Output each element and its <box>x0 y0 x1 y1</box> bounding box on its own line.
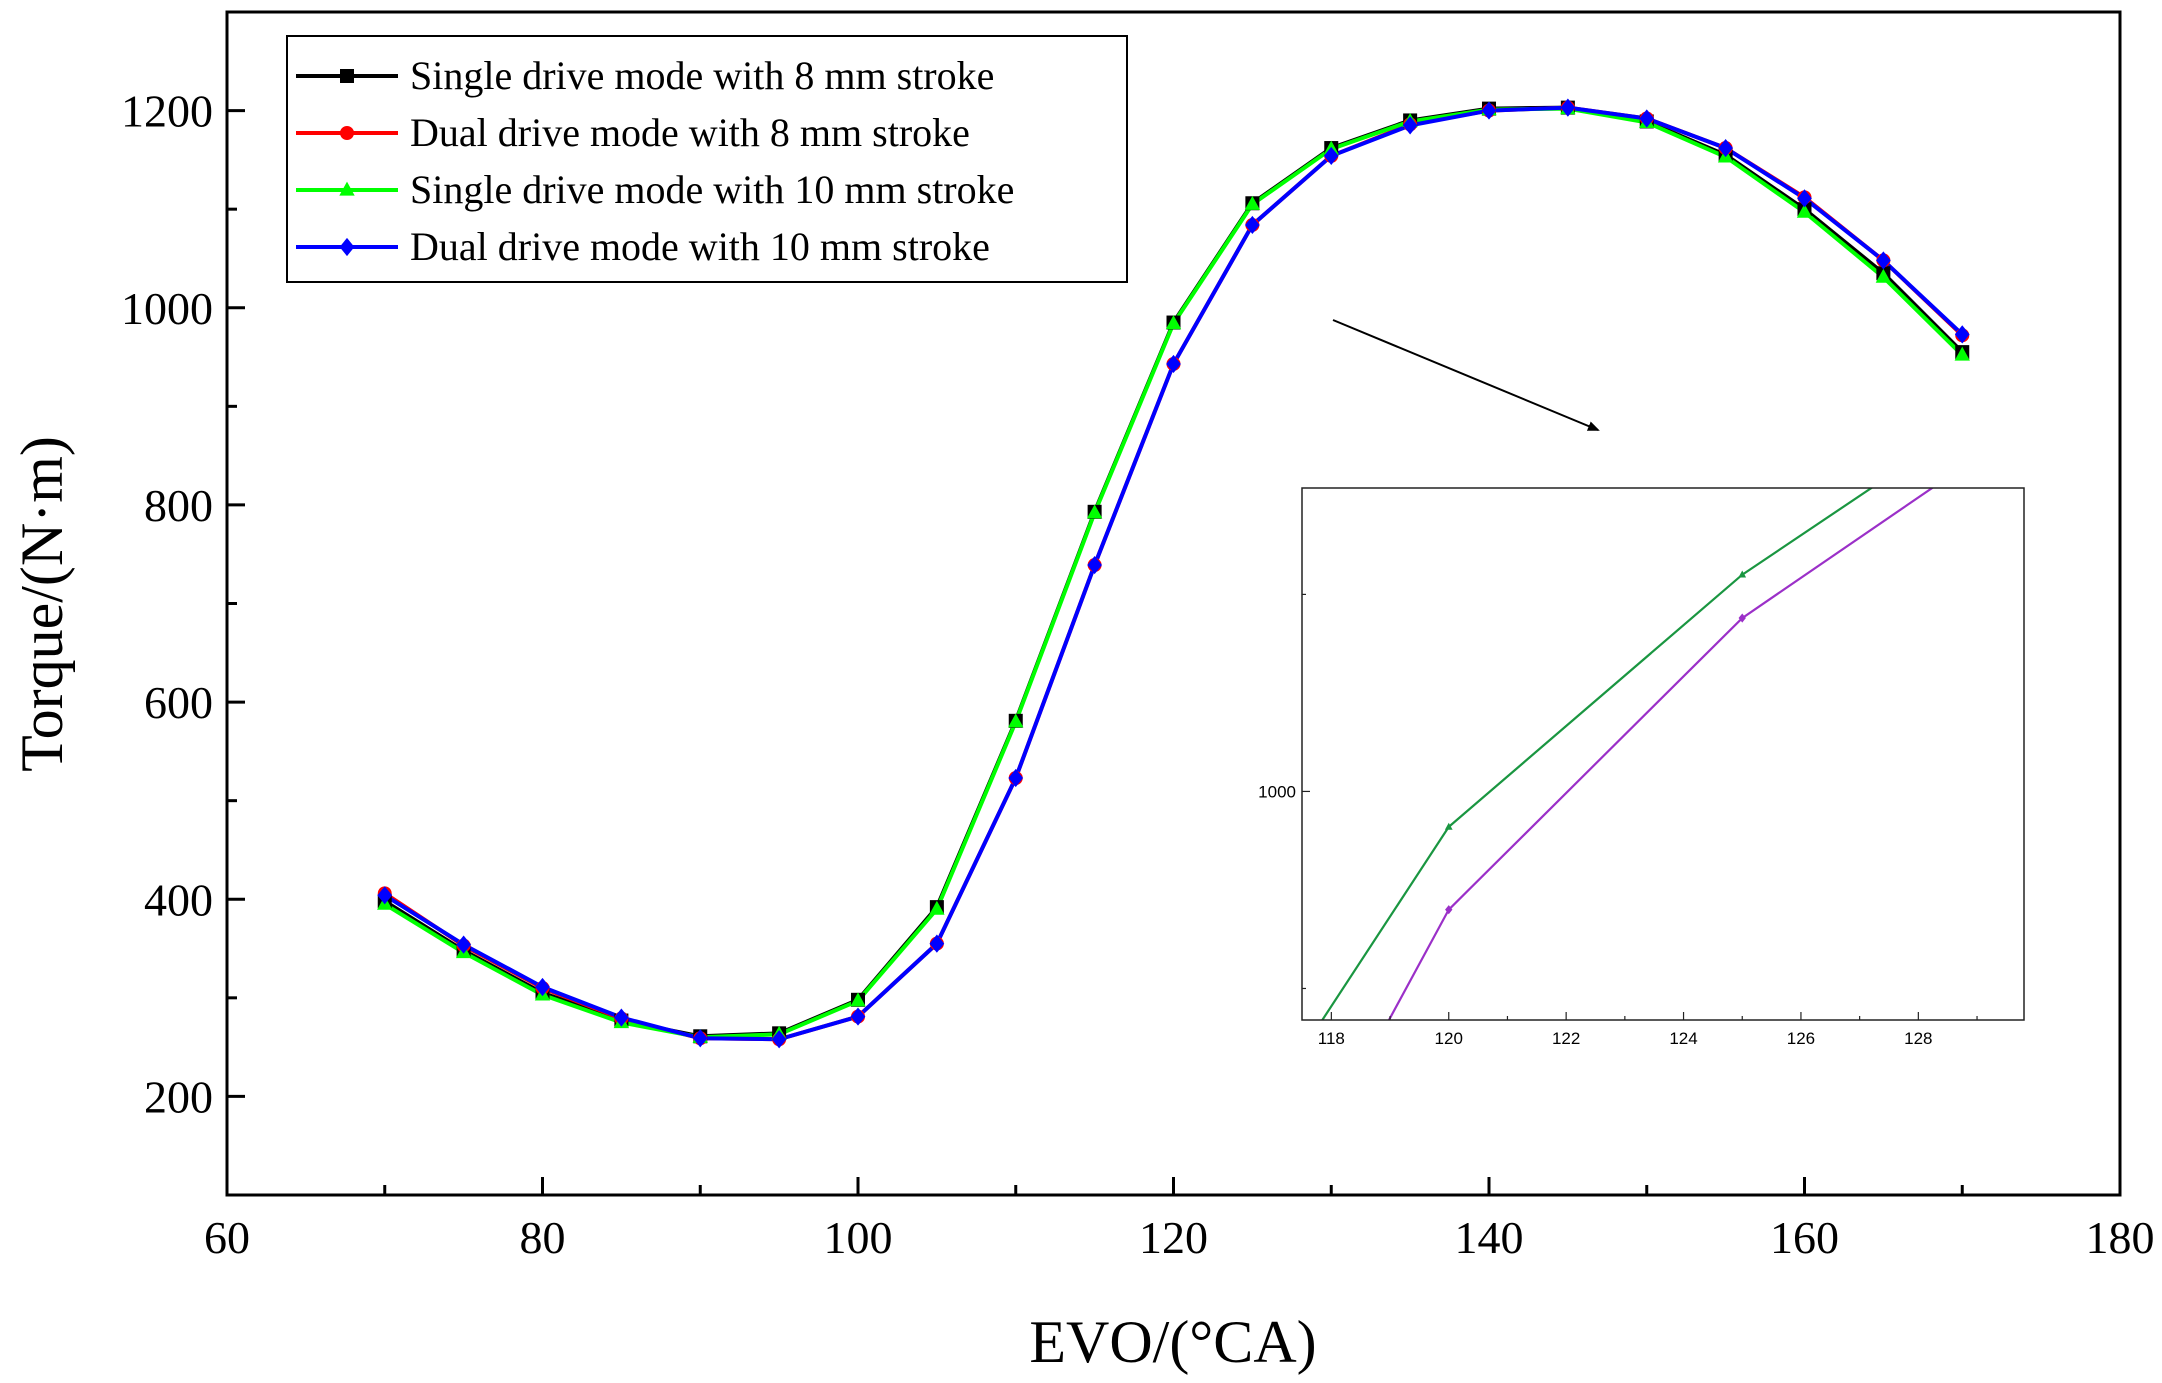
series-3-point <box>850 992 866 1007</box>
legend-swatch-marker <box>339 181 355 196</box>
inset-x-tick-label: 124 <box>1669 1029 1697 1048</box>
series-4-point <box>850 1007 866 1026</box>
legend-swatch-marker <box>339 237 355 257</box>
series-3-point <box>1165 315 1182 330</box>
y-tick-label: 600 <box>144 677 213 728</box>
x-tick-label: 80 <box>520 1212 566 1263</box>
inset-series-1-point <box>1210 1181 1218 1188</box>
legend-label: Single drive mode with 10 mm stroke <box>410 167 1014 212</box>
inset-axis-ticks <box>1302 593 1978 1020</box>
series-4-point <box>535 977 550 997</box>
series-4-point <box>1166 354 1181 374</box>
x-tick-label: 140 <box>1455 1212 1524 1263</box>
series-4-point <box>1402 116 1418 135</box>
x-tick-label: 180 <box>2086 1212 2155 1263</box>
main-tick-labels: 60 80 100 120 140 160 180 200 400 600 800 1000 1200 <box>121 86 2155 1263</box>
legend-box <box>286 35 1128 283</box>
series-3-point <box>1875 268 1892 283</box>
x-tick-label: 60 <box>204 1212 250 1263</box>
inset-x-tick-label: 122 <box>1552 1029 1580 1048</box>
inset-frame <box>1301 487 2025 1021</box>
series-3-point <box>1244 195 1261 210</box>
x-tick-label: 100 <box>824 1212 893 1263</box>
series-4-point <box>1245 215 1260 235</box>
y-tick-label: 1000 <box>121 283 213 334</box>
y-tick-label: 800 <box>144 480 213 531</box>
series-4-point <box>1008 768 1024 788</box>
series-4-point <box>692 1029 708 1048</box>
inset-x-tick-label: 118 <box>1318 1029 1345 1048</box>
series-4-point <box>1718 138 1733 158</box>
inset-series-1-point <box>1444 822 1453 830</box>
legend-swatch-marker <box>340 126 354 140</box>
inset-pointer-arrow <box>1332 319 1600 431</box>
series-3-point <box>929 900 945 915</box>
series-4-point <box>614 1008 629 1027</box>
inset-x-tick-label: 126 <box>1787 1029 1815 1048</box>
legend-items: Single drive mode with 8 mm stroke Dual d… <box>296 53 1014 269</box>
series-4-point <box>377 886 393 905</box>
legend-label: Dual drive mode with 10 mm stroke <box>410 224 990 269</box>
legend: Single drive mode with 8 mm stroke Dual d… <box>286 35 1128 283</box>
inset-x-tick-label: 128 <box>1904 1029 1932 1048</box>
inset-tick-labels: 118 120 122 124 126 128 1000 <box>1258 782 1932 1048</box>
inset-background <box>1302 488 2024 1020</box>
inset-y-tick-label: 1000 <box>1258 782 1296 801</box>
series-4-point <box>1560 98 1576 117</box>
inset-series-line-2 <box>1387 488 1935 1020</box>
series-4-point <box>1797 189 1812 208</box>
series-4-point <box>929 934 945 953</box>
inset-x-tick-label: 120 <box>1435 1029 1463 1048</box>
x-tick-label: 160 <box>1770 1212 1839 1263</box>
series-4-point <box>771 1030 787 1049</box>
series-3-point <box>1008 713 1024 728</box>
inset-series-2-point <box>1445 905 1453 915</box>
series-4-point <box>1323 146 1339 166</box>
main-axis-ticks <box>225 10 2122 1197</box>
y-tick-label: 400 <box>144 874 213 925</box>
y-axis-title: Torque/(N·m) <box>9 436 75 772</box>
inset-series-1-point <box>1738 570 1747 578</box>
series-4-point <box>1954 325 1970 344</box>
main-series-group <box>377 98 1970 1049</box>
series-3-point <box>1086 504 1103 519</box>
legend-swatch-marker <box>340 69 354 83</box>
legend-label: Single drive mode with 8 mm stroke <box>410 53 994 98</box>
inset-series-group <box>1210 373 2040 1188</box>
series-4-point <box>1876 251 1891 270</box>
series-4-point <box>1087 555 1102 575</box>
legend-label: Dual drive mode with 8 mm stroke <box>410 110 970 155</box>
x-axis-title: EVO/(°CA) <box>1029 1309 1316 1375</box>
inset-series-2-point <box>1738 613 1746 623</box>
y-tick-label: 200 <box>144 1071 213 1122</box>
inset-series-line-1 <box>1321 488 1874 1020</box>
series-3-point <box>1954 346 1970 361</box>
y-tick-label: 1200 <box>121 86 213 137</box>
x-tick-label: 120 <box>1139 1212 1208 1263</box>
series-4-point <box>456 935 471 954</box>
inset-series-1-point <box>2032 373 2040 380</box>
series-3-point <box>1796 203 1813 218</box>
inset-series-2-point <box>2032 413 2039 422</box>
series-4-point <box>1481 101 1497 120</box>
series-4-point <box>1639 109 1655 128</box>
